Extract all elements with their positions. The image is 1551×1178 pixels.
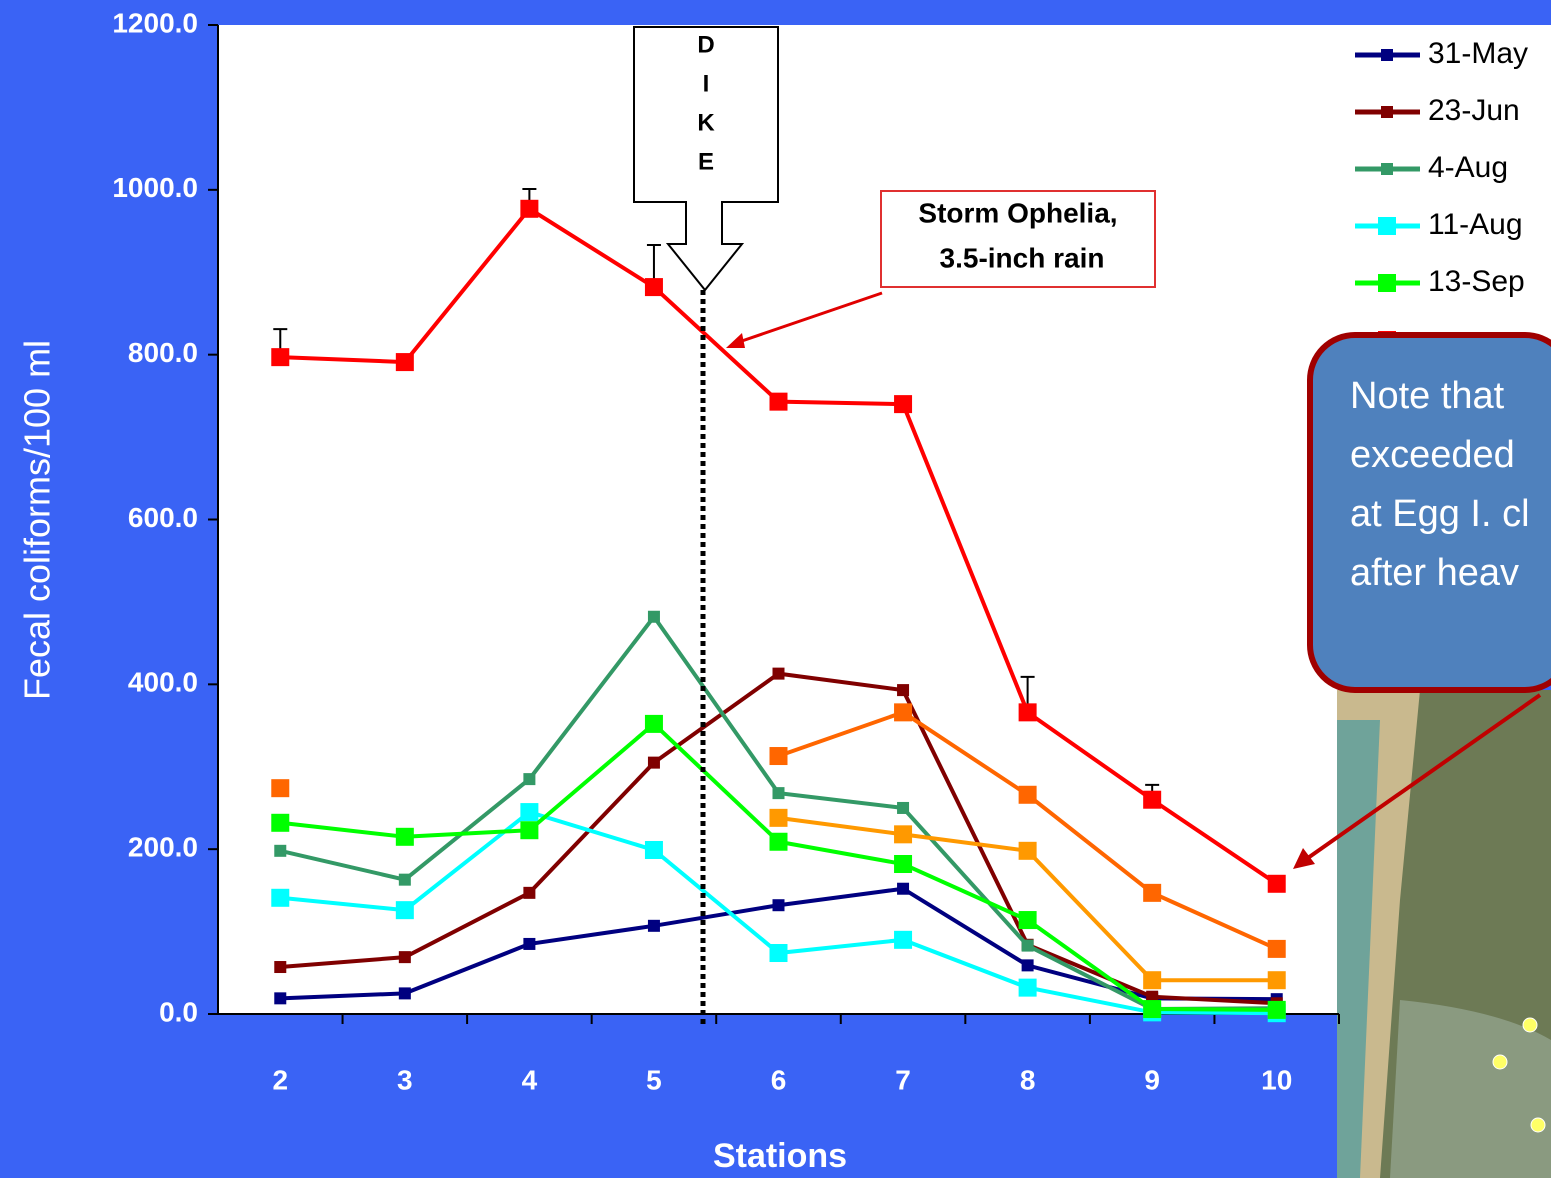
site	[1531, 1118, 1545, 1132]
marker	[773, 668, 785, 680]
marker	[1143, 884, 1161, 902]
marker	[770, 393, 788, 411]
legend-marker	[1381, 106, 1393, 118]
marker	[897, 802, 909, 814]
chart: Stations Fecal coliforms/100 ml Storm Op…	[0, 0, 1551, 1178]
marker	[1268, 1001, 1286, 1019]
marker	[399, 951, 411, 963]
x-tick-label: 9	[1144, 1064, 1160, 1095]
marker	[645, 841, 663, 859]
marker	[523, 773, 535, 785]
marker	[274, 961, 286, 973]
marker	[1019, 703, 1037, 721]
marker	[770, 747, 788, 765]
x-axis-title: Stations	[713, 1137, 847, 1175]
marker	[770, 944, 788, 962]
legend-label: 4-Aug	[1428, 151, 1508, 184]
marker	[274, 992, 286, 1004]
marker	[770, 833, 788, 851]
marker	[894, 855, 912, 873]
marker	[648, 611, 660, 623]
marker	[894, 703, 912, 721]
legend-label: 13-Sep	[1428, 265, 1525, 298]
marker	[894, 395, 912, 413]
marker	[399, 987, 411, 999]
legend-label: 23-Jun	[1428, 94, 1520, 127]
marker	[645, 278, 663, 296]
x-tick-label: 6	[771, 1064, 787, 1095]
marker	[271, 889, 289, 907]
dike-label: I	[703, 70, 710, 97]
legend-marker	[1378, 217, 1396, 235]
marker	[773, 899, 785, 911]
marker	[271, 348, 289, 366]
x-tick-label: 5	[646, 1064, 662, 1095]
marker	[271, 779, 289, 797]
site	[1493, 1055, 1507, 1069]
marker	[396, 353, 414, 371]
marker	[894, 931, 912, 949]
marker	[1022, 959, 1034, 971]
x-tick-label: 8	[1020, 1064, 1036, 1095]
marker	[770, 809, 788, 827]
marker	[1019, 911, 1037, 929]
marker	[1268, 875, 1286, 893]
y-tick-label: 0.0	[159, 996, 198, 1027]
legend-label: 11-Aug	[1428, 208, 1523, 241]
marker	[523, 887, 535, 899]
note-text: at Egg I. cl	[1350, 493, 1530, 535]
marker	[523, 938, 535, 950]
dike-label: E	[698, 148, 714, 175]
x-tick-label: 3	[397, 1064, 413, 1095]
storm-label: Storm Ophelia,	[918, 197, 1117, 228]
marker	[894, 825, 912, 843]
dike-label: K	[697, 109, 715, 136]
x-tick-label: 10	[1261, 1064, 1292, 1095]
y-tick-label: 400.0	[128, 667, 198, 698]
x-tick-label: 4	[522, 1064, 538, 1095]
marker	[1019, 979, 1037, 997]
y-axis-title: Fecal coliforms/100 ml	[17, 340, 58, 700]
legend-marker	[1381, 163, 1393, 175]
legend-label: 31-May	[1428, 37, 1528, 70]
legend-marker	[1381, 49, 1393, 61]
page: {"chart_data":{"type":"line","x_label":"…	[0, 0, 1551, 1178]
marker	[1019, 842, 1037, 860]
site	[1523, 1018, 1537, 1032]
marker	[648, 757, 660, 769]
marker	[520, 821, 538, 839]
y-tick-label: 600.0	[128, 502, 198, 533]
marker	[1143, 791, 1161, 809]
marker	[897, 883, 909, 895]
marker	[274, 845, 286, 857]
marker	[396, 828, 414, 846]
marker	[1143, 1000, 1161, 1018]
marker	[1019, 786, 1037, 804]
y-tick-label: 200.0	[128, 832, 198, 863]
marker	[1143, 971, 1161, 989]
marker	[1022, 940, 1034, 952]
marker	[396, 901, 414, 919]
y-tick-label: 1200.0	[112, 7, 198, 38]
marker	[271, 814, 289, 832]
marker	[1268, 971, 1286, 989]
x-tick-label: 7	[895, 1064, 911, 1095]
y-tick-label: 1000.0	[112, 172, 198, 203]
x-tick-label: 2	[272, 1064, 288, 1095]
note-text: exceeded	[1350, 434, 1515, 476]
note-text: Note that	[1350, 375, 1505, 417]
marker	[1268, 940, 1286, 958]
marker	[520, 803, 538, 821]
legend-marker	[1378, 274, 1396, 292]
marker	[648, 920, 660, 932]
dike-label: D	[697, 31, 714, 58]
marker	[897, 684, 909, 696]
note-text: after heav	[1350, 552, 1519, 594]
storm-label: 3.5-inch rain	[940, 242, 1105, 273]
marker	[520, 200, 538, 218]
y-tick-label: 800.0	[128, 337, 198, 368]
marker	[773, 787, 785, 799]
marker	[645, 715, 663, 733]
marker	[399, 874, 411, 886]
